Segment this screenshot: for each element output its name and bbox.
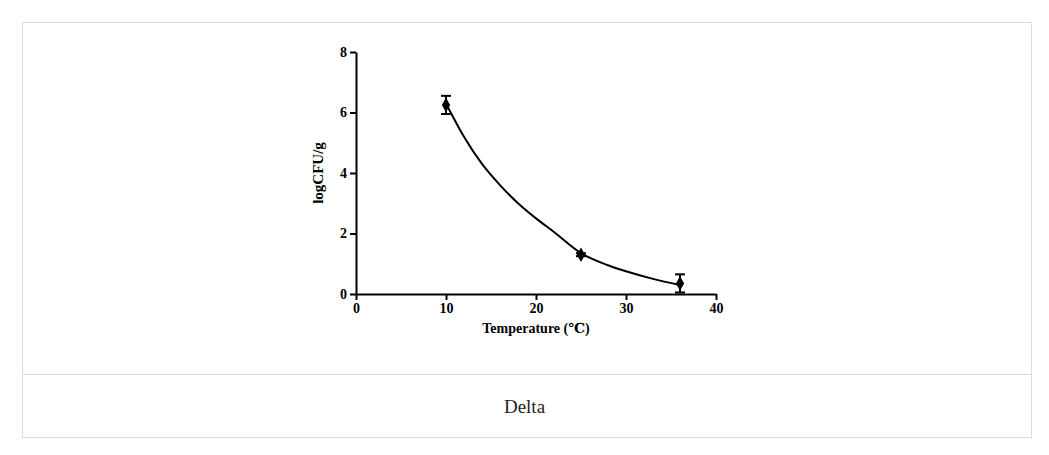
plot-area xyxy=(441,96,685,293)
x-axis-tick-mark xyxy=(446,294,448,300)
x-axis-tick-label: 10 xyxy=(440,301,454,316)
error-bar-cap xyxy=(675,291,685,293)
x-axis-tick: 40 xyxy=(710,294,724,316)
y-axis-tick-label: 6 xyxy=(340,105,347,120)
y-axis-tick-label: 2 xyxy=(340,226,347,241)
x-axis-tick-label: 0 xyxy=(353,301,360,316)
error-bar-cap xyxy=(675,273,685,275)
x-axis-tick-mark xyxy=(716,294,718,300)
y-axis-tick-mark xyxy=(350,112,356,114)
y-axis-tick-mark xyxy=(350,233,356,235)
y-axis-tick: 8 xyxy=(340,45,356,60)
separator xyxy=(23,374,1032,375)
x-axis-tick: 30 xyxy=(620,294,634,316)
caption: Delta xyxy=(504,396,546,417)
y-axis-tick-mark xyxy=(350,52,356,54)
x-axis-tick-label: 20 xyxy=(530,301,544,316)
y-axis-tick-label: 0 xyxy=(340,287,347,302)
x-axis-tick-mark xyxy=(536,294,538,300)
y-axis-tick-label: 8 xyxy=(340,45,347,60)
x-axis-tick: 10 xyxy=(440,294,454,316)
chart: 0 10 20 30 40 0 2 4 6 8 Temperature (℃) logCFU/g Del… xyxy=(0,0,1049,455)
x-axis-tick: 20 xyxy=(530,294,544,316)
x-axis-tick-label: 40 xyxy=(710,301,724,316)
frame xyxy=(23,23,1032,438)
error-bar-cap xyxy=(441,95,451,97)
points xyxy=(441,96,685,293)
fit-line xyxy=(446,103,680,284)
y-axis-tick-mark xyxy=(350,294,356,296)
y-axis-tick: 6 xyxy=(340,105,356,120)
x-axis-tick-mark xyxy=(626,294,628,300)
y-axis-tick: 2 xyxy=(340,226,356,241)
x-axis-tick: 0 xyxy=(353,294,360,316)
y-axis-tick: 4 xyxy=(340,166,356,181)
x-axis-title: Temperature (℃) xyxy=(482,321,590,337)
x-axis: 0 10 20 30 40 xyxy=(353,294,724,316)
x-axis-tick-label: 30 xyxy=(620,301,634,316)
y-axis-tick: 0 xyxy=(340,287,356,302)
y-axis-tick-label: 4 xyxy=(340,166,347,181)
y-axis-title: logCFU/g xyxy=(310,142,326,204)
y-axis: 0 2 4 6 8 xyxy=(340,45,357,302)
error-bar-cap xyxy=(441,113,451,115)
y-axis-tick-mark xyxy=(350,173,356,175)
